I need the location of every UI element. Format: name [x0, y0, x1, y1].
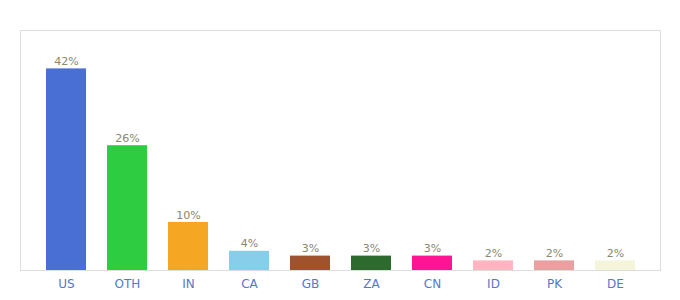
svg-text:CN: CN: [424, 277, 441, 291]
svg-text:4%: 4%: [241, 237, 258, 250]
svg-text:OTH: OTH: [115, 277, 141, 291]
svg-text:3%: 3%: [302, 242, 319, 255]
svg-text:DE: DE: [607, 277, 624, 291]
svg-text:US: US: [58, 277, 74, 291]
svg-text:2%: 2%: [546, 247, 563, 260]
svg-text:3%: 3%: [363, 242, 380, 255]
svg-text:IN: IN: [182, 277, 195, 291]
svg-text:ID: ID: [487, 277, 500, 291]
svg-text:PK: PK: [547, 277, 563, 291]
svg-text:42%: 42%: [54, 55, 78, 68]
svg-text:ZA: ZA: [363, 277, 380, 291]
svg-text:CA: CA: [241, 277, 258, 291]
svg-text:3%: 3%: [424, 242, 441, 255]
svg-text:2%: 2%: [607, 247, 624, 260]
svg-text:GB: GB: [302, 277, 320, 291]
svg-text:2%: 2%: [485, 247, 502, 260]
svg-text:10%: 10%: [176, 209, 200, 222]
svg-text:26%: 26%: [115, 132, 139, 145]
